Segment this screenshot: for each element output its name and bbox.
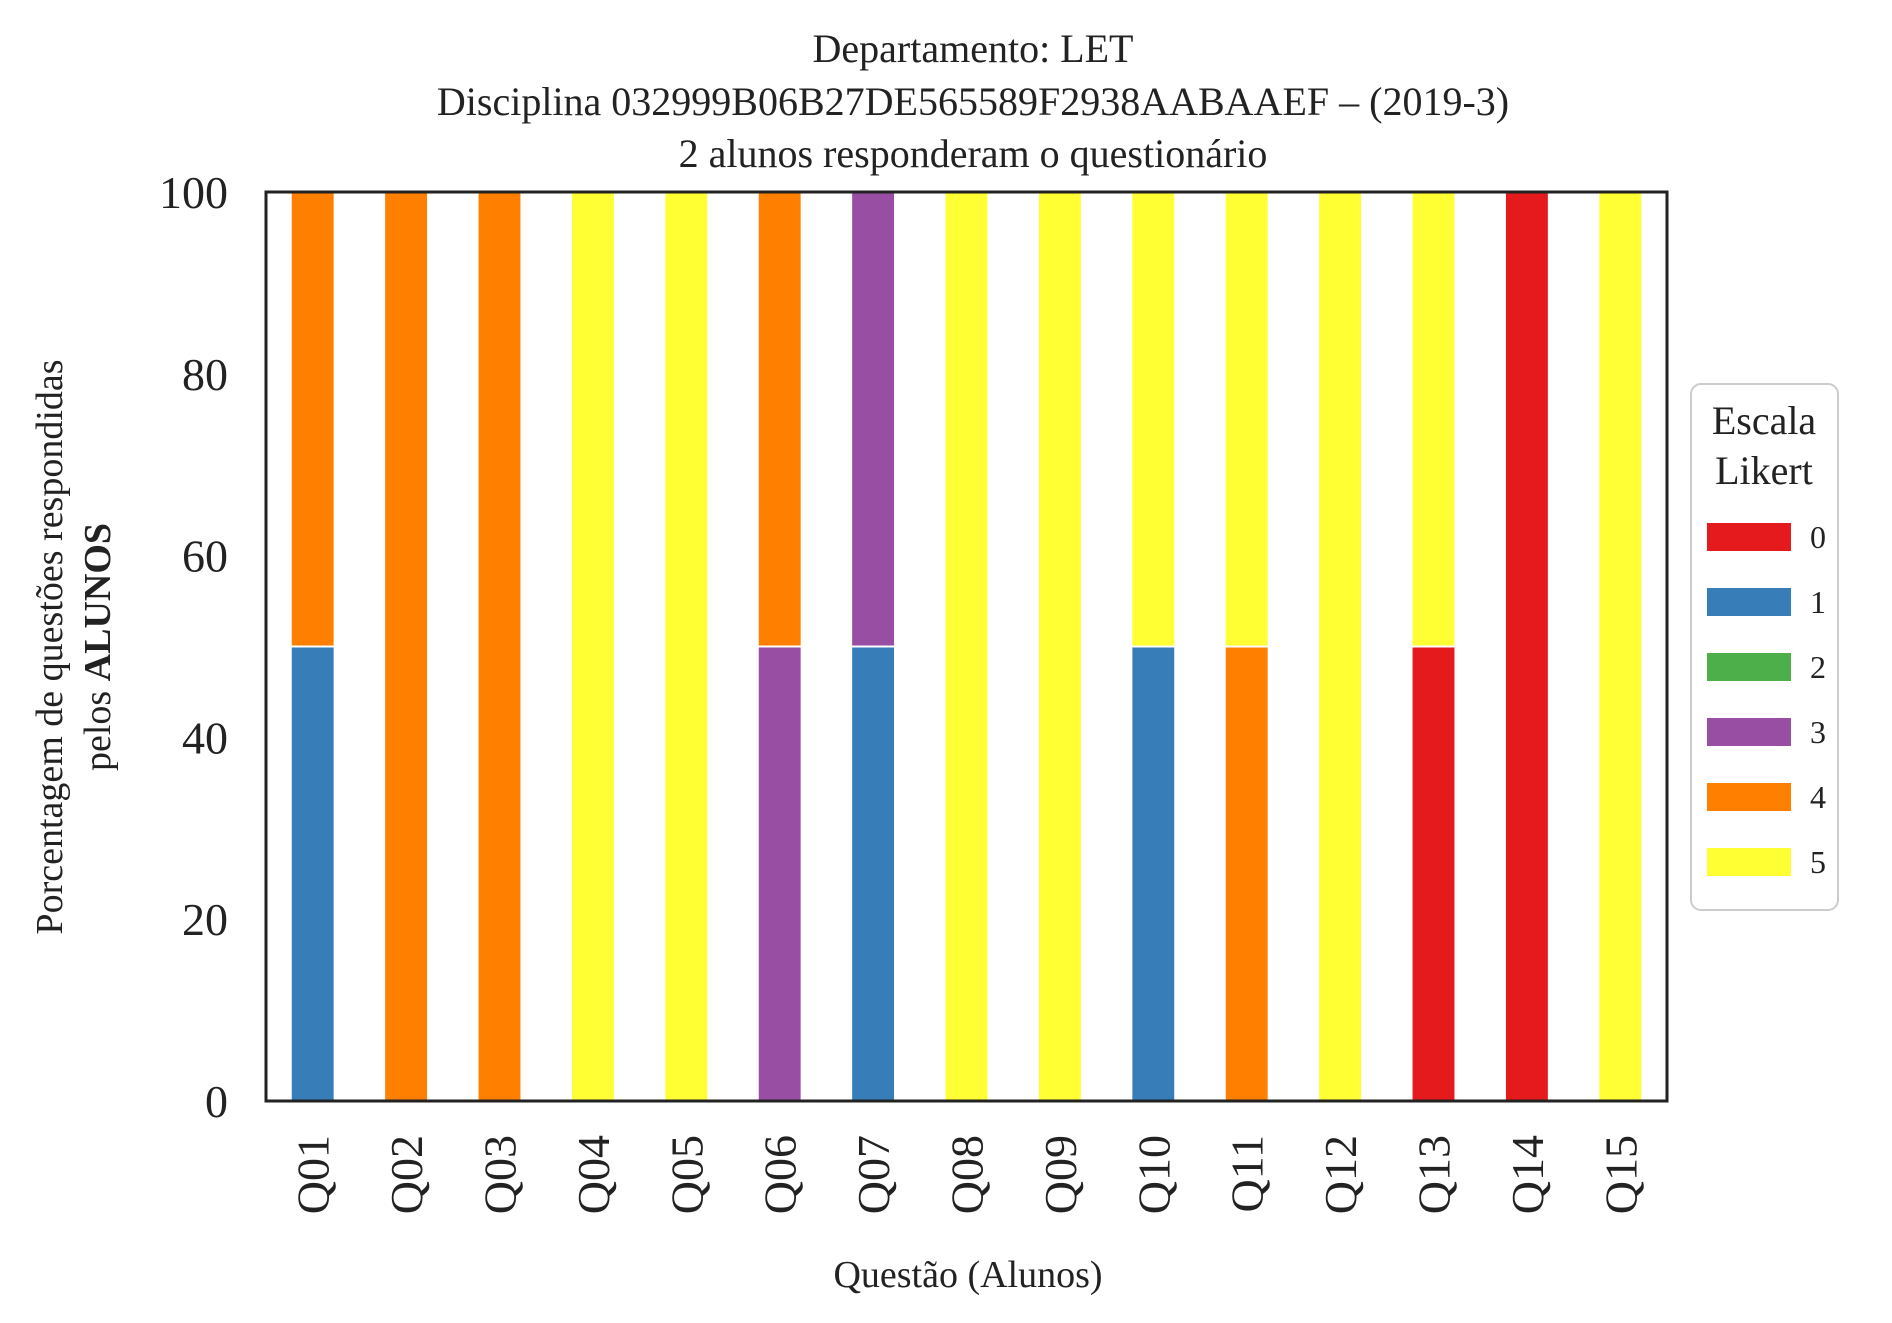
plot-frame bbox=[264, 190, 1669, 1103]
x-tick-label-q05: Q05 bbox=[661, 1135, 712, 1214]
bar-segment-q03-likert-4 bbox=[476, 191, 523, 1102]
bar-segment-q07-likert-1 bbox=[850, 645, 897, 1102]
x-tick-label-q15: Q15 bbox=[1595, 1135, 1646, 1214]
bar-segment-q06-likert-4 bbox=[756, 191, 803, 648]
legend-frame bbox=[1690, 383, 1839, 911]
legend-items: 0 1 2 3 4 5 bbox=[1707, 519, 1826, 880]
bar-segment-q11-likert-5 bbox=[1223, 191, 1270, 648]
y-axis-label-bold: ALUNOS bbox=[77, 523, 119, 681]
bar-segment-q06-likert-3 bbox=[756, 645, 803, 1102]
bar-segment-q15-likert-5 bbox=[1597, 191, 1644, 1102]
y-tick-label-20: 20 bbox=[182, 894, 228, 945]
legend-label-1: 1 bbox=[1810, 584, 1826, 620]
y-axis-ticks: 0 20 40 60 80 100 bbox=[159, 167, 228, 1127]
legend-swatch-1 bbox=[1707, 588, 1791, 616]
bar-segment-q14-likert-0 bbox=[1503, 191, 1550, 1102]
x-tick-label-q11: Q11 bbox=[1222, 1135, 1273, 1213]
y-axis-label-line-2: pelos ALUNOS bbox=[77, 523, 119, 771]
bar-segment-q09-likert-5 bbox=[1036, 191, 1083, 1102]
y-tick-label-40: 40 bbox=[182, 712, 228, 763]
bar-segment-q10-likert-1 bbox=[1130, 645, 1177, 1102]
legend-label-2: 2 bbox=[1810, 649, 1826, 685]
bar-segment-q13-likert-5 bbox=[1410, 191, 1457, 648]
x-tick-label-q03: Q03 bbox=[475, 1135, 526, 1214]
legend-title-line-1: Escala bbox=[1712, 398, 1817, 443]
y-tick-label-0: 0 bbox=[205, 1076, 228, 1127]
legend-swatch-4 bbox=[1707, 783, 1791, 811]
y-axis-label-prefix: pelos bbox=[77, 681, 119, 771]
legend-label-3: 3 bbox=[1810, 714, 1826, 750]
bar-segment-q01-likert-1 bbox=[289, 645, 336, 1102]
x-tick-label-q14: Q14 bbox=[1502, 1135, 1553, 1214]
x-tick-label-q09: Q09 bbox=[1035, 1135, 1086, 1214]
x-axis-ticks: Q01 Q02 Q03 Q04 Q05 Q06 Q07 Q08 Q09 Q10 Q11 Q12 Q13 Q… bbox=[288, 1135, 1647, 1214]
x-tick-label-q12: Q12 bbox=[1315, 1135, 1366, 1214]
y-tick-label-100: 100 bbox=[159, 167, 228, 218]
legend-label-0: 0 bbox=[1810, 519, 1826, 555]
legend-swatch-2 bbox=[1707, 653, 1791, 681]
y-tick-label-80: 80 bbox=[182, 349, 228, 400]
bar-segment-q10-likert-5 bbox=[1130, 191, 1177, 648]
y-tick-label-60: 60 bbox=[182, 531, 228, 582]
chart-title: Departamento: LET Disciplina 032999B06B2… bbox=[437, 26, 1509, 176]
legend-swatch-3 bbox=[1707, 718, 1791, 746]
x-tick-label-q06: Q06 bbox=[755, 1135, 806, 1214]
x-tick-label-q02: Q02 bbox=[381, 1135, 432, 1214]
x-tick-label-q01: Q01 bbox=[288, 1135, 339, 1214]
bar-segment-q04-likert-5 bbox=[569, 191, 616, 1102]
title-line-3: 2 alunos responderam o questionário bbox=[679, 131, 1268, 176]
x-tick-label-q10: Q10 bbox=[1128, 1135, 1179, 1214]
x-tick-label-q13: Q13 bbox=[1409, 1135, 1460, 1214]
bar-segment-q05-likert-5 bbox=[663, 191, 710, 1102]
legend: Escala Likert 0 1 2 3 4 5 bbox=[1690, 383, 1839, 911]
bar-segment-q07-likert-3 bbox=[850, 191, 897, 648]
bar-segment-q13-likert-0 bbox=[1410, 645, 1457, 1102]
title-line-2: Disciplina 032999B06B27DE565589F2938AABA… bbox=[437, 79, 1509, 124]
legend-label-5: 5 bbox=[1810, 844, 1826, 880]
bar-segment-q12-likert-5 bbox=[1317, 191, 1364, 1102]
bar-segment-q08-likert-5 bbox=[943, 191, 990, 1102]
x-tick-label-q08: Q08 bbox=[942, 1135, 993, 1214]
legend-label-4: 4 bbox=[1810, 779, 1826, 815]
x-tick-label-q04: Q04 bbox=[568, 1135, 619, 1214]
bar-segment-q11-likert-4 bbox=[1223, 645, 1270, 1102]
bars-layer bbox=[289, 191, 1644, 1102]
title-line-1: Departamento: LET bbox=[813, 26, 1134, 71]
x-axis-label: Questão (Alunos) bbox=[833, 1254, 1102, 1296]
legend-swatch-0 bbox=[1707, 523, 1791, 551]
bar-segment-q01-likert-4 bbox=[289, 191, 336, 648]
y-axis-label-line-1: Porcentagem de questões respondidas bbox=[29, 359, 71, 934]
legend-title-line-2: Likert bbox=[1715, 448, 1813, 493]
legend-swatch-5 bbox=[1707, 848, 1791, 876]
bar-segment-q02-likert-4 bbox=[383, 191, 430, 1102]
x-tick-label-q07: Q07 bbox=[848, 1135, 899, 1214]
